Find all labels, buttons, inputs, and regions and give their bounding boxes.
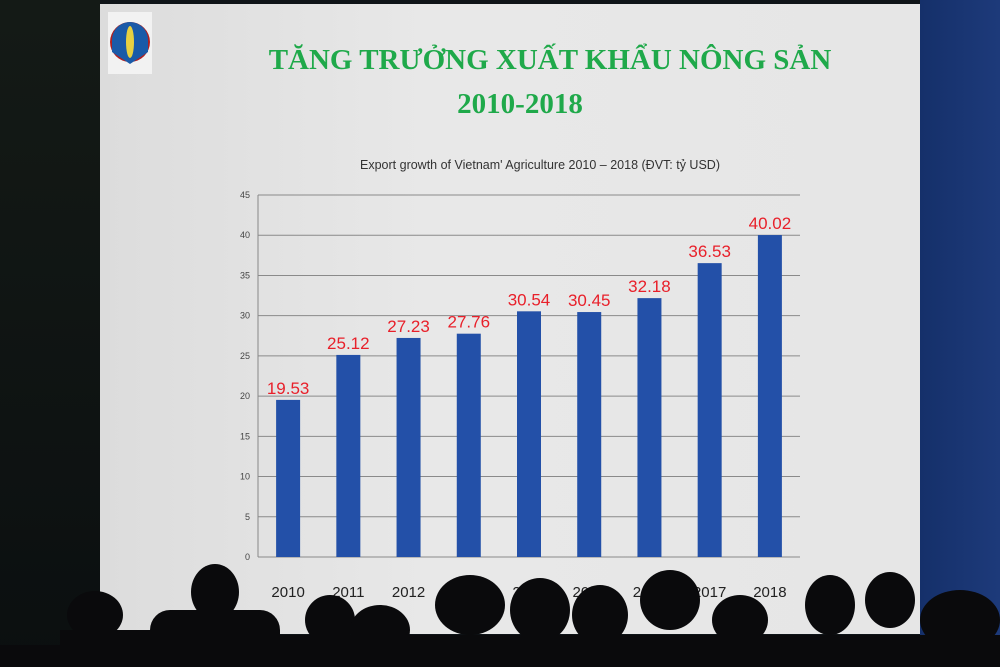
slide-title: TĂNG TRƯỞNG XUẤT KHẨU NÔNG SẢN [268,44,832,76]
data-label: 40.02 [749,214,792,233]
data-label: 30.45 [568,291,611,310]
x-tick-label: 2012 [392,584,425,601]
y-tick-label: 15 [240,431,250,441]
data-label: 27.76 [448,313,491,332]
chart-title: Export growth of Vietnam' Agriculture 20… [360,158,720,172]
data-label: 32.18 [628,277,671,296]
y-tick-label: 40 [240,230,250,240]
presentation-slide [100,4,920,634]
y-tick-label: 25 [240,351,250,361]
x-tick-label: 2010 [271,584,304,601]
y-tick-label: 35 [240,270,250,280]
data-label: 30.54 [508,290,551,309]
bar [517,311,541,557]
background-screen-right [920,0,1000,640]
y-tick-label: 5 [245,512,250,522]
y-tick-label: 30 [240,311,250,321]
background-left [0,0,100,667]
bar [336,354,361,557]
y-tick-label: 0 [245,552,250,562]
bar [456,333,481,557]
bar [757,235,782,557]
data-label: 36.53 [688,242,731,261]
bar [637,298,662,557]
y-tick-label: 45 [240,190,250,200]
data-label: 27.23 [387,317,430,336]
ministry-logo-icon [108,12,152,74]
slide-title-years: 2010-2018 [457,88,583,120]
bar [276,399,301,557]
x-tick-label: 2018 [753,584,786,601]
y-tick-label: 20 [240,391,250,401]
audience-silhouettes [0,564,1000,667]
data-label: 19.53 [267,379,310,398]
bar [577,312,602,557]
data-label: 25.12 [327,334,370,353]
bar [697,263,722,557]
y-tick-label: 10 [240,472,250,482]
x-tick-label: 2011 [332,584,364,601]
x-tick-label: 2017 [693,584,726,601]
bar [396,337,421,557]
